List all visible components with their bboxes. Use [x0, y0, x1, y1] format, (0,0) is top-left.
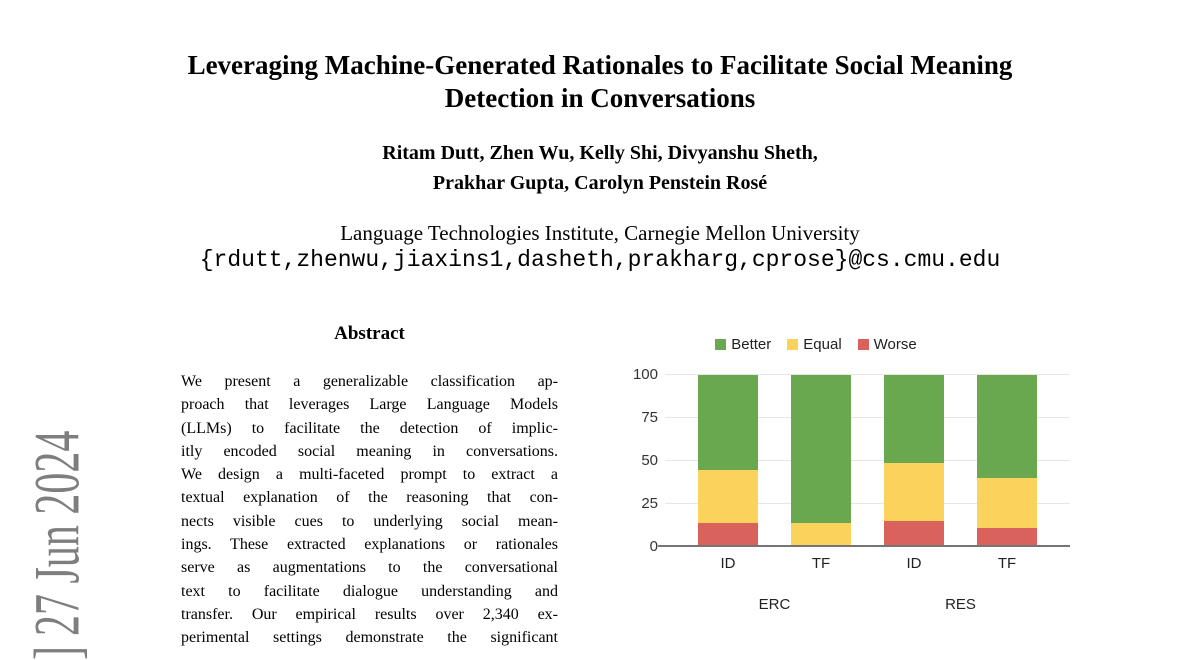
- x-axis-group-label: RES: [945, 596, 976, 613]
- abstract-line: perimental settings demonstrate the sign…: [181, 629, 558, 647]
- legend-label: Worse: [873, 335, 917, 353]
- gridline: [665, 374, 1070, 375]
- email-line: {rdutt,zhenwu,jiaxins1,dasheth,prakharg,…: [199, 247, 1001, 273]
- abstract-heading: Abstract: [334, 323, 405, 344]
- x-axis-label: ID: [720, 555, 736, 572]
- legend-swatch: [787, 338, 799, 350]
- arxiv-stamp-date: 27 Jun 2024: [22, 430, 95, 636]
- results-chart: Better Equal Worse 0 25 50 75 100 ID TF ID TF ERC…: [600, 330, 1090, 630]
- affiliation: Language Technologies Institute, Carnegi…: [340, 221, 860, 245]
- bar-segment-better: [977, 375, 1037, 479]
- x-axis-label: TF: [997, 555, 1017, 572]
- bar-segment-better: [791, 375, 851, 523]
- bar-segment-better: [698, 375, 758, 470]
- legend-label: Equal: [803, 335, 842, 353]
- abstract-line: We present a generalizable classificatio…: [181, 373, 558, 390]
- legend-item: Equal: [787, 335, 842, 353]
- legend-item: Worse: [857, 335, 917, 353]
- bar-segment-equal: [884, 462, 944, 522]
- paper-title: Leveraging Machine-Generated Rationales …: [0, 49, 1200, 115]
- y-axis-labels: 0 25 50 75 100: [600, 366, 658, 555]
- stacked-bar: [977, 375, 1037, 547]
- gridline: [665, 503, 1070, 504]
- bar-segment-worse: [698, 522, 758, 547]
- stacked-bar: [884, 375, 944, 547]
- y-axis-tick-label: 0: [649, 538, 658, 555]
- y-axis-tick-label: 25: [641, 495, 658, 512]
- gridline: [665, 417, 1070, 418]
- bar-segment-worse: [977, 528, 1037, 547]
- bar-segment-better: [884, 375, 944, 463]
- abstract-line: proach that leverages Large Language Mod…: [181, 396, 558, 414]
- bar-segment-equal: [977, 478, 1037, 529]
- chart-plot: [658, 374, 1070, 547]
- abstract-line: text to facilitate dialogue understandin…: [181, 582, 558, 600]
- arxiv-stamp: ] 27 Jun 2024: [22, 430, 95, 660]
- abstract-line: nects visible cues to underlying social …: [181, 512, 558, 530]
- arxiv-stamp-fragment: ]: [22, 646, 95, 660]
- x-axis-label: ID: [906, 555, 922, 572]
- bar-segment-worse: [884, 521, 944, 547]
- chart-legend: Better Equal Worse: [606, 335, 1026, 353]
- abstract-line: ings. These extracted explanations or ra…: [181, 536, 558, 554]
- abstract-line: transfer. Our empirical results over 2,3…: [181, 605, 558, 623]
- y-axis-tick-label: 75: [641, 409, 658, 426]
- legend-item: Better: [715, 336, 771, 353]
- bar-segment-equal: [698, 469, 758, 523]
- paper-title-line2: Detection in Conversations: [444, 83, 756, 113]
- author-list: Ritam Dutt, Zhen Wu, Kelly Shi, Divyansh…: [0, 138, 1200, 198]
- stacked-bar: [791, 375, 851, 547]
- x-axis-group-label: ERC: [758, 596, 791, 613]
- legend-swatch: [857, 338, 869, 350]
- abstract-line: serve as augmentations to the conversati…: [181, 559, 558, 577]
- paper-title-line1: Leveraging Machine-Generated Rationales …: [187, 50, 1013, 80]
- bar-segment-equal: [791, 522, 851, 546]
- legend-label: Better: [731, 335, 772, 353]
- x-axis-line: [658, 545, 1070, 547]
- stacked-bar: [698, 375, 758, 547]
- abstract-line: textual explanation of the reasoning tha…: [181, 489, 558, 507]
- abstract-line: (LLMs) to facilitate the detection of im…: [181, 419, 558, 437]
- legend-swatch: [715, 338, 727, 350]
- y-axis-tick-label: 50: [641, 452, 658, 469]
- gridline: [665, 460, 1070, 461]
- x-axis-label: TF: [811, 555, 831, 572]
- abstract-text: We present a generalizable classificatio…: [181, 370, 558, 650]
- abstract-line: We design a multi-faceted prompt to extr…: [181, 466, 558, 484]
- author-line2: Prakhar Gupta, Carolyn Penstein Rosé: [432, 172, 768, 194]
- y-axis-tick-label: 100: [632, 366, 658, 383]
- abstract-line: itly encoded social meaning in conversat…: [181, 442, 558, 460]
- author-line1: Ritam Dutt, Zhen Wu, Kelly Shi, Divyansh…: [382, 142, 818, 164]
